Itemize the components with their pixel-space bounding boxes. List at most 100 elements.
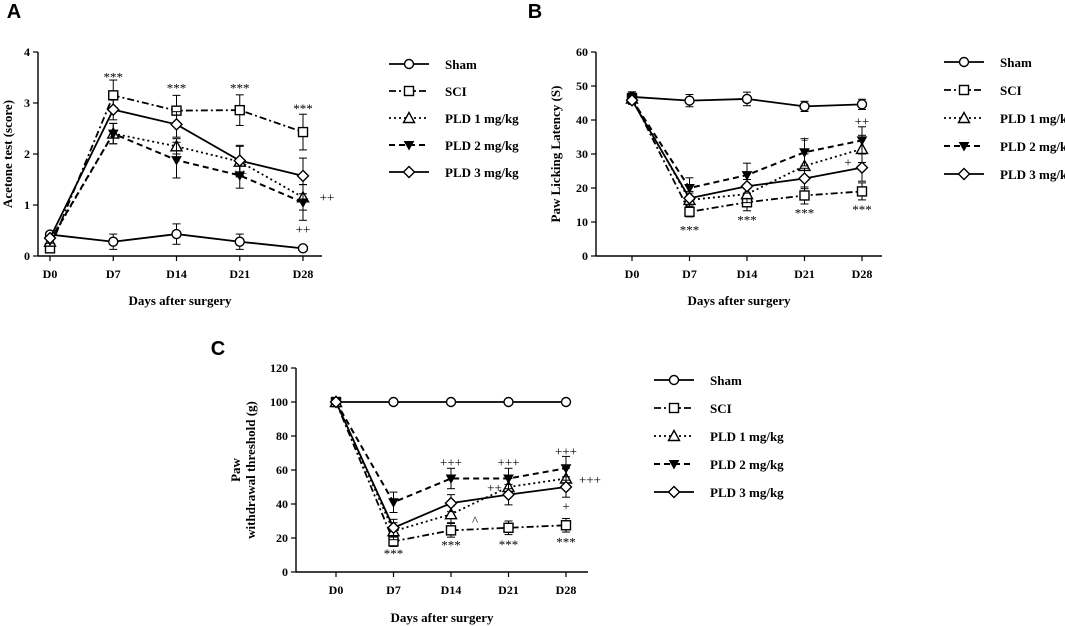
significance-label: + [562,499,569,514]
legend-marker [403,58,415,70]
significance-label: *** [795,206,815,221]
legend-label: PLD 3 mg/kg [1000,167,1065,182]
data-point [799,148,810,158]
legend-marker [668,374,680,386]
data-point [388,498,399,508]
y-axis-label: Paw Licking Latency (S) [548,86,563,223]
y-tick-label: 40 [576,113,588,127]
legend-label: SCI [710,401,732,416]
data-point [625,93,639,107]
y-tick-label: 4 [24,45,30,59]
legend-label: PLD 1 mg/kg [710,429,784,444]
significance-label: + [844,155,851,170]
data-point [502,488,515,502]
legend-label: Sham [1000,55,1032,70]
panel-letter: B [528,1,542,23]
data-point [503,522,514,533]
significance-label: ^ [472,513,478,528]
data-point [43,231,57,245]
significance-label: *** [556,534,576,549]
x-tick-label: D14 [166,267,187,281]
x-tick-label: D21 [794,267,815,281]
x-tick-label: D28 [293,267,314,281]
x-tick-label: D7 [106,267,121,281]
data-point [108,236,119,247]
legend-label: PLD 2 mg/kg [710,457,784,472]
data-point [684,206,695,218]
legend-label: Sham [710,373,742,388]
panel-b: B 0 10 20 30 40 50 60 D0 D7 D14 D21 D28 Days after su… [528,1,1065,308]
legend-marker [402,165,416,179]
significance-label: ++ [296,221,311,236]
significance-label: +++ [579,472,601,487]
significance-label: *** [230,81,250,96]
data-point [503,396,514,408]
x-tick-label: D0 [329,583,344,597]
x-tick-label: D28 [852,267,873,281]
data-point [740,179,754,193]
x-tick-label: D0 [43,267,58,281]
data-point [559,480,573,494]
data-point [296,169,310,183]
legend-label: PLD 3 mg/kg [445,165,519,180]
x-tick-label: D0 [625,267,640,281]
y-tick-label: 60 [276,463,288,477]
data-point [799,190,810,201]
data-point [444,507,458,520]
series-sham [44,223,309,254]
series-line [335,401,567,543]
data-point [684,184,695,194]
legend-label: SCI [445,84,467,99]
legend-label: PLD 2 mg/kg [445,138,519,153]
data-point [388,396,399,408]
data-point [740,187,754,200]
y-tick-label: 50 [576,79,588,93]
data-point [234,236,245,247]
data-point [106,103,120,117]
significance-label: *** [441,538,461,553]
y-tick-label: 3 [24,96,30,110]
significance-label: *** [737,212,757,227]
legend-marker [403,85,415,97]
y-tick-label: 80 [276,429,288,443]
legend-label: Sham [445,57,477,72]
legend-label: PLD 2 mg/kg [1000,139,1065,154]
data-point [297,126,309,138]
data-point [107,129,119,140]
panel-a: A 0 1 2 3 4 D0 D7 D14 D21 D28 Days after surgery Ace… [0,1,519,308]
data-point [234,104,245,116]
panel-letter: C [211,338,225,360]
data-point [503,474,514,485]
data-point [297,198,309,208]
data-point [856,136,868,146]
data-point [171,156,182,166]
data-point [856,186,868,197]
series-pld-3-mg-kg [43,98,310,245]
x-axis-label: Days after surgery [128,293,232,308]
significance-label: *** [167,81,187,96]
series-pld-3-mg-kg [625,93,869,206]
significance-label: +++ [498,454,520,469]
x-tick-label: D7 [386,583,401,597]
y-tick-label: 40 [276,497,288,511]
legend-label: PLD 1 mg/kg [445,111,519,126]
y-tick-label: 0 [24,249,30,263]
data-point [387,521,400,535]
data-point [445,396,457,408]
data-point [855,161,869,175]
x-axis-label: Days after surgery [390,610,494,625]
series-sham [330,396,572,408]
significance-label: + [801,132,808,147]
y-tick-label: 100 [270,395,288,409]
y-axis-label: Paw [228,457,243,481]
significance-label: *** [499,537,519,552]
data-point [798,171,811,185]
data-point [684,95,695,106]
legend-marker [667,429,681,442]
data-point [683,191,696,205]
series-sham [626,91,868,112]
panel-letter: A [7,1,21,23]
legend-label: PLD 3 mg/kg [710,485,784,500]
y-tick-label: 0 [282,565,288,579]
